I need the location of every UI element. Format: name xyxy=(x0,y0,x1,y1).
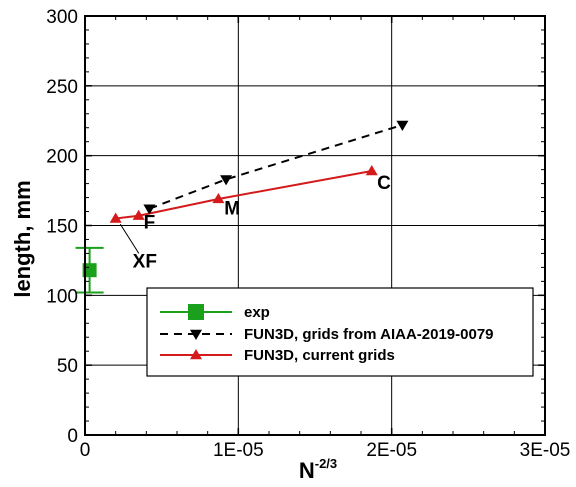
legend: exp FUN3D, grids from AIAA-2019-0079 FUN3D… xyxy=(146,287,534,377)
series-lines xyxy=(115,123,403,220)
series-line xyxy=(115,170,372,220)
data-point-triangle-up xyxy=(212,192,225,204)
data-point-triangle-down xyxy=(220,175,233,186)
data-point-triangle-down xyxy=(396,120,409,131)
legend-label: exp xyxy=(244,304,270,321)
y-tick-label: 250 xyxy=(46,77,78,98)
annotation-label: XF xyxy=(133,251,157,272)
y-tick-label: 100 xyxy=(46,286,78,307)
data-point-triangle-down xyxy=(143,204,156,215)
axis-ticks: 0 1E-05 2E-05 3E-05 0 50 100 150 200 250 300 xyxy=(46,7,570,461)
y-tick-label: 150 xyxy=(46,217,78,238)
annotation-label: M xyxy=(224,198,240,219)
data-point-square xyxy=(188,304,204,320)
x-tick-label: 3E-05 xyxy=(520,440,571,461)
x-axis-label-superscript: -2/3 xyxy=(315,456,337,471)
y-axis-label: length, mm xyxy=(10,180,35,297)
x-tick-label: 0 xyxy=(80,440,91,461)
annotation-leader-line xyxy=(119,223,140,254)
legend-box xyxy=(146,287,534,377)
legend-label: FUN3D, current grids xyxy=(244,347,395,364)
annotation-label: C xyxy=(377,173,391,194)
data-point-triangle-up xyxy=(109,212,122,223)
series-line xyxy=(149,123,403,210)
y-tick-label: 200 xyxy=(46,147,78,168)
x-axis-label-base: N xyxy=(299,458,315,483)
y-tick-label: 300 xyxy=(46,7,78,28)
data-point-triangle-up xyxy=(132,209,145,220)
y-tick-label: 0 xyxy=(67,426,78,447)
y-tick-label: 50 xyxy=(57,356,78,377)
data-point-square xyxy=(82,263,97,278)
point-annotations: XF F M C xyxy=(119,173,391,272)
data-point-triangle-down xyxy=(190,329,202,340)
annotation-label: F xyxy=(144,212,156,233)
data-point-triangle-up xyxy=(190,349,202,360)
data-point-triangle-up xyxy=(365,165,378,176)
legend-label: FUN3D, grids from AIAA-2019-0079 xyxy=(244,326,494,343)
series-markers xyxy=(82,120,409,278)
x-tick-label: 2E-05 xyxy=(366,440,417,461)
x-axis-label: N-2/3 xyxy=(299,456,337,483)
x-tick-label: 1E-05 xyxy=(213,440,264,461)
